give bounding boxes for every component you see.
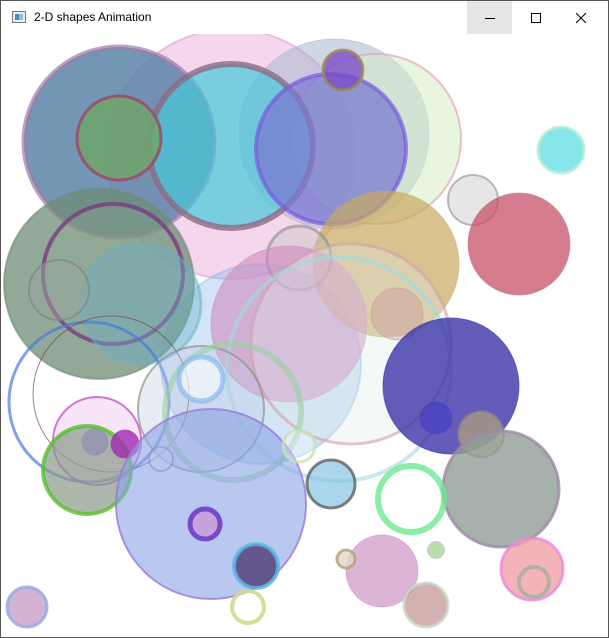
circle-shape xyxy=(210,245,368,403)
minimize-button[interactable] xyxy=(467,1,512,34)
circle-shape xyxy=(517,565,551,599)
circle-shape xyxy=(28,259,90,321)
circle-shape xyxy=(419,401,453,435)
animation-canvas xyxy=(1,34,608,637)
circle-shape xyxy=(441,429,561,549)
close-button[interactable] xyxy=(558,1,603,34)
title-bar[interactable]: 2-D shapes Animation xyxy=(1,1,608,34)
close-icon xyxy=(575,12,586,23)
maximize-button[interactable] xyxy=(513,1,558,34)
circle-shape xyxy=(370,287,424,341)
circle-shape xyxy=(230,589,266,625)
minimize-icon xyxy=(484,17,495,19)
circle-shape xyxy=(5,585,49,629)
circle-shape xyxy=(176,354,226,404)
circle-shape xyxy=(81,428,109,456)
window-title: 2-D shapes Animation xyxy=(34,10,152,24)
circle-shape xyxy=(75,94,163,182)
circle-shape xyxy=(536,125,586,175)
circle-shape xyxy=(321,48,365,92)
circle-shape xyxy=(187,506,223,542)
circle-shape xyxy=(345,534,419,608)
circle-shape xyxy=(335,548,357,570)
app-window-icon xyxy=(12,11,26,23)
shapes-drawing xyxy=(3,34,586,629)
circle-shape xyxy=(467,192,571,296)
maximize-icon xyxy=(530,12,541,23)
circle-shape xyxy=(402,581,450,629)
circle-shape xyxy=(232,542,280,590)
circle-shape xyxy=(427,541,445,559)
circle-shape xyxy=(375,463,447,535)
circle-shape xyxy=(281,428,317,464)
circle-shape xyxy=(305,458,357,510)
